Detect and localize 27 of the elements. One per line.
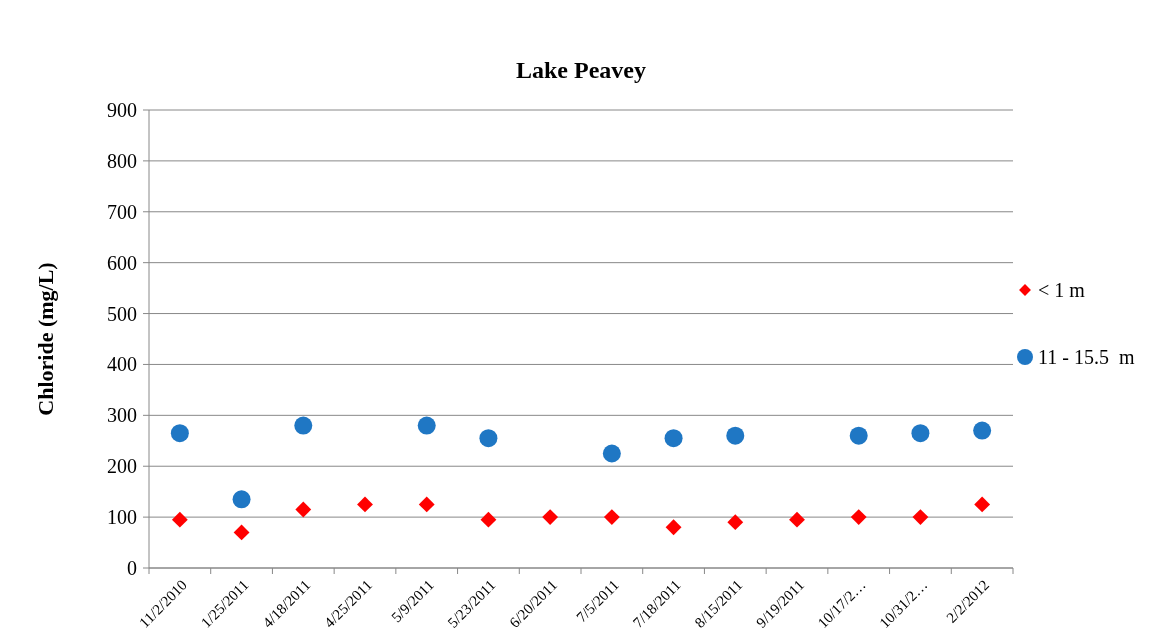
point	[789, 511, 805, 528]
y-tick-label: 500	[107, 302, 137, 325]
y-tick-label: 800	[107, 149, 137, 172]
point	[602, 444, 621, 463]
point	[170, 424, 189, 443]
point	[417, 416, 436, 435]
point	[479, 429, 498, 448]
point	[849, 426, 868, 445]
y-tick-label: 600	[107, 251, 137, 274]
legend-label: < 1 m	[1038, 279, 1086, 301]
y-tick-label: 400	[107, 353, 137, 376]
y-tick-label: 100	[107, 506, 137, 529]
y-tick-label: 700	[107, 200, 137, 223]
point	[726, 426, 745, 445]
point	[357, 496, 373, 513]
y-tick-label: 200	[107, 455, 137, 478]
point	[973, 421, 992, 440]
chart-title: Lake Peavey	[516, 57, 646, 83]
point	[294, 416, 313, 435]
y-axis-title: Chloride (mg/L)	[33, 262, 58, 416]
y-tick-label: 300	[107, 404, 137, 427]
point	[232, 490, 251, 509]
point	[664, 429, 683, 448]
legend-label: 11 - 15.5 m	[1038, 346, 1135, 368]
point	[911, 424, 930, 443]
y-tick-label: 900	[107, 99, 137, 121]
y-tick-label: 0	[127, 557, 137, 579]
